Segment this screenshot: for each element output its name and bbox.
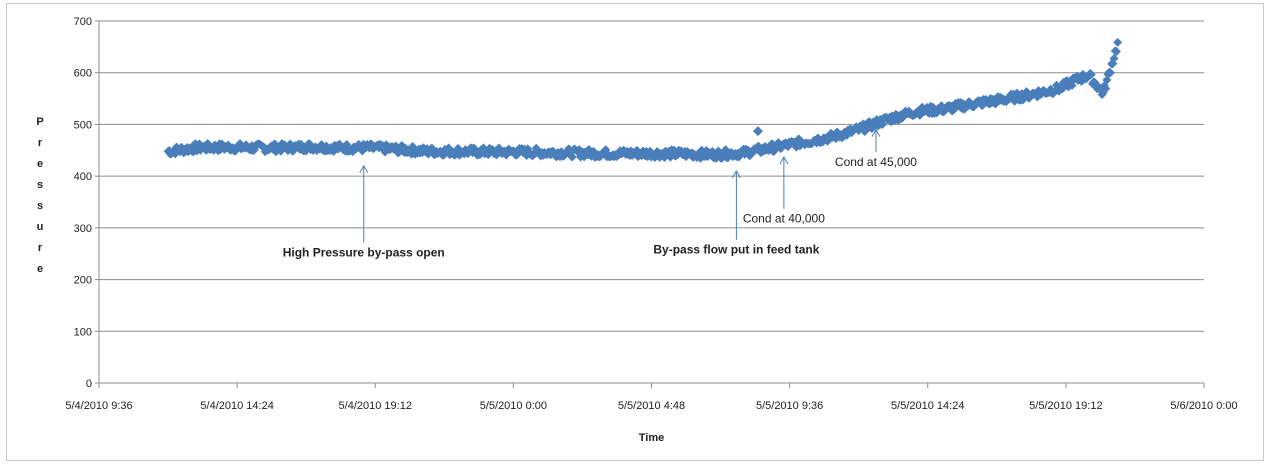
y-axis-title-letter: r [38, 137, 43, 149]
x-tick-label: 5/5/2010 14:24 [891, 400, 964, 412]
x-tick-label: 5/4/2010 14:24 [200, 400, 273, 412]
data-point [1109, 54, 1119, 64]
axes [95, 20, 1205, 388]
data-point [711, 153, 721, 163]
annotation-arrowhead [779, 156, 789, 165]
x-tick-label: 5/5/2010 9:36 [756, 400, 823, 412]
annotations: High Pressure by-pass open By-pass flow p… [283, 128, 917, 259]
chart-frame: 0 100 200 300 400 500 600 700 5/4/2010 9:36 5/4/… [6, 3, 1264, 461]
y-axis-title-letter: s [37, 200, 43, 212]
y-tick-label: 100 [74, 326, 92, 338]
y-tick-label: 600 [74, 68, 92, 80]
y-tick-label: 200 [74, 275, 92, 287]
data-point [1113, 37, 1123, 47]
pressure-series [163, 37, 1123, 163]
x-tick-labels: 5/4/2010 9:36 5/4/2010 14:24 5/4/2010 19:1… [65, 400, 1237, 412]
y-axis-title-letter: e [37, 263, 43, 275]
data-point [1111, 47, 1121, 57]
y-tick-label: 300 [74, 223, 92, 235]
x-tick-label: 5/6/2010 0:00 [1170, 400, 1237, 412]
y-axis-title-letter: P [36, 116, 43, 128]
y-tick-label: 400 [74, 171, 92, 183]
y-axis-title-letter: r [38, 242, 43, 254]
y-tick-labels: 0 100 200 300 400 500 600 700 [74, 16, 92, 390]
x-axis-title: Time [639, 432, 664, 444]
annotation-label: High Pressure by-pass open [283, 245, 445, 259]
x-tick-label: 5/5/2010 4:48 [618, 400, 685, 412]
y-axis-title-letter: s [37, 179, 43, 191]
annotation-arrowhead [359, 164, 369, 174]
annotation-arrowhead [871, 128, 881, 137]
data-point [567, 152, 577, 162]
annotation-label: By-pass flow put in feed tank [653, 243, 819, 257]
x-tick-label: 5/4/2010 9:36 [65, 400, 132, 412]
annotation-label: Cond at 45,000 [835, 155, 917, 169]
x-tick-label: 5/5/2010 19:12 [1029, 400, 1102, 412]
gridlines [99, 20, 1204, 332]
y-axis-title-letter: u [37, 221, 44, 233]
y-axis-title: Pressure [36, 116, 43, 275]
data-point [1105, 68, 1115, 78]
x-tick-label: 5/5/2010 0:00 [480, 400, 547, 412]
y-tick-label: 0 [86, 378, 92, 390]
annotation-arrowhead [731, 169, 741, 179]
x-tick-label: 5/4/2010 19:12 [339, 400, 412, 412]
data-point [342, 140, 352, 150]
data-point [1101, 84, 1111, 94]
data-point [1086, 69, 1096, 79]
data-point-outlier [752, 126, 763, 137]
y-tick-label: 700 [74, 16, 92, 28]
y-tick-label: 500 [74, 119, 92, 131]
y-axis-title-letter: e [37, 158, 43, 170]
annotation-label: Cond at 40,000 [743, 212, 825, 226]
data-point [1102, 75, 1112, 85]
